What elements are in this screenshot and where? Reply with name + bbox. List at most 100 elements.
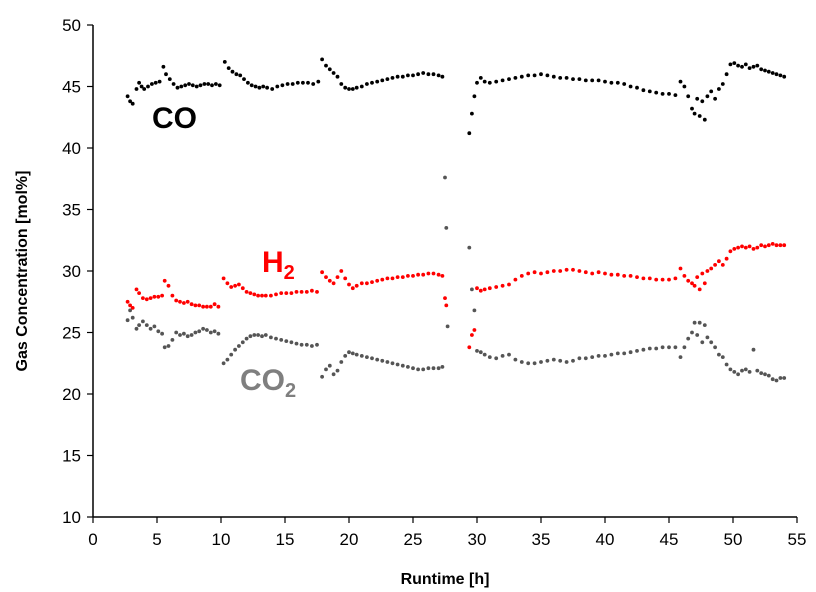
data-point — [635, 349, 639, 353]
y-tick-label: 20 — [62, 385, 81, 404]
data-point — [443, 175, 447, 180]
data-point — [654, 277, 659, 282]
data-point — [571, 267, 575, 272]
data-point — [137, 323, 142, 327]
data-point — [751, 347, 756, 352]
data-point — [615, 80, 620, 85]
data-point — [700, 271, 705, 276]
data-point — [778, 243, 783, 248]
data-point — [234, 72, 239, 77]
data-point — [717, 259, 721, 264]
data-point — [359, 84, 364, 89]
data-point — [690, 106, 694, 111]
data-point — [304, 342, 309, 347]
data-point — [472, 94, 477, 99]
data-point — [494, 285, 499, 289]
data-point — [179, 84, 184, 89]
data-point — [445, 324, 450, 329]
data-point — [354, 85, 359, 90]
data-point — [354, 352, 359, 357]
data-point — [615, 272, 620, 277]
data-point — [178, 299, 182, 304]
data-point — [690, 281, 694, 286]
data-point — [724, 72, 729, 77]
data-point — [174, 298, 179, 303]
data-point — [198, 83, 203, 88]
data-point — [603, 271, 607, 276]
data-point — [470, 287, 474, 292]
y-tick-label: 10 — [62, 508, 81, 527]
data-point — [411, 73, 415, 78]
data-point — [426, 366, 431, 371]
data-point — [370, 356, 374, 361]
data-point — [260, 293, 264, 298]
data-point — [141, 296, 145, 300]
data-point — [472, 308, 477, 313]
data-point — [185, 334, 190, 339]
data-point — [359, 281, 364, 286]
data-point — [747, 66, 752, 70]
data-point — [545, 73, 550, 78]
data-point — [194, 84, 199, 89]
data-point — [421, 71, 426, 75]
data-point — [295, 80, 300, 85]
data-point — [539, 360, 543, 364]
data-point — [380, 277, 385, 282]
data-point — [697, 114, 702, 118]
data-point — [609, 272, 614, 277]
data-point — [350, 351, 355, 356]
data-point — [678, 79, 683, 84]
data-point — [763, 244, 767, 249]
data-point — [770, 71, 775, 75]
data-point — [667, 345, 671, 350]
data-point — [290, 82, 295, 86]
data-point — [390, 361, 395, 366]
data-point — [478, 350, 483, 355]
data-point — [678, 266, 683, 271]
y-tick-label: 15 — [62, 447, 81, 466]
series-label-subscript: 2 — [285, 380, 296, 402]
data-point — [443, 296, 447, 300]
data-point — [148, 326, 153, 331]
data-point — [770, 242, 775, 246]
data-point — [702, 323, 707, 327]
data-point — [134, 326, 139, 331]
data-point — [284, 291, 289, 295]
data-point — [406, 365, 410, 369]
data-point — [156, 294, 161, 299]
data-point — [380, 358, 385, 363]
data-point — [577, 77, 582, 81]
data-point — [709, 266, 714, 271]
data-point — [641, 347, 646, 352]
x-tick-label: 45 — [660, 530, 679, 549]
data-point — [137, 291, 142, 295]
data-point — [500, 354, 505, 358]
data-point — [564, 76, 569, 80]
series-label-h2: H2 — [262, 246, 295, 284]
data-point — [470, 333, 474, 337]
data-point — [551, 357, 556, 362]
data-point — [720, 355, 725, 359]
data-point — [583, 356, 588, 361]
data-point — [700, 99, 705, 104]
data-point — [416, 367, 420, 372]
data-point — [759, 243, 764, 248]
data-point — [697, 320, 702, 325]
data-point — [494, 79, 499, 84]
data-point — [431, 271, 436, 276]
data-point — [193, 330, 198, 335]
data-point — [628, 84, 633, 89]
y-tick-label: 25 — [62, 324, 81, 343]
data-point — [157, 79, 162, 84]
data-point — [324, 275, 328, 279]
data-point — [269, 335, 273, 340]
data-point — [482, 79, 487, 84]
data-point — [201, 326, 206, 331]
data-point — [740, 64, 744, 69]
x-tick-label: 15 — [276, 530, 295, 549]
series-layer — [125, 57, 787, 383]
data-point — [513, 76, 518, 80]
series-co2 — [125, 175, 787, 383]
data-point — [436, 366, 441, 371]
data-point — [406, 73, 410, 78]
